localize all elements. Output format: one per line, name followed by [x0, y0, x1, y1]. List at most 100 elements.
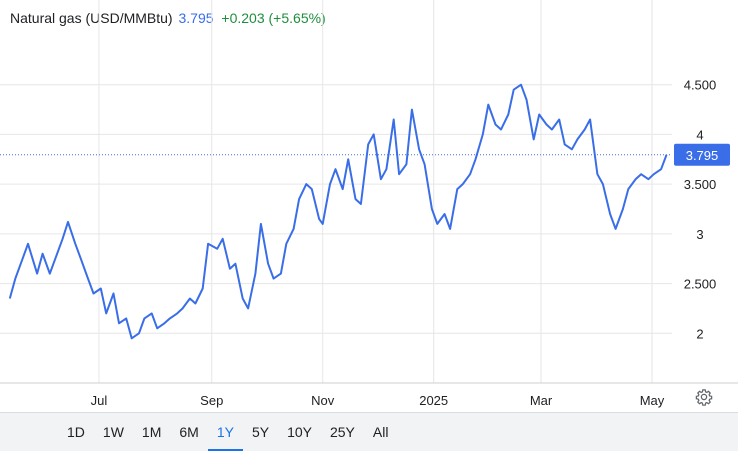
data-point[interactable]: [61, 237, 65, 241]
data-point[interactable]: [468, 172, 472, 176]
data-point[interactable]: [99, 287, 103, 291]
range-option-5y[interactable]: 5Y: [251, 424, 270, 440]
data-point[interactable]: [366, 142, 370, 146]
data-point[interactable]: [341, 187, 345, 191]
data-point[interactable]: [621, 207, 625, 211]
data-point[interactable]: [73, 242, 77, 246]
data-point[interactable]: [639, 172, 643, 176]
data-point[interactable]: [259, 222, 263, 226]
data-point[interactable]: [575, 137, 579, 141]
data-point[interactable]: [221, 237, 225, 241]
data-point[interactable]: [155, 326, 159, 330]
data-point[interactable]: [8, 296, 12, 300]
data-point[interactable]: [112, 292, 116, 296]
data-point[interactable]: [608, 212, 612, 216]
range-option-1y[interactable]: 1Y: [207, 413, 243, 451]
data-point[interactable]: [448, 227, 452, 231]
data-point[interactable]: [614, 227, 618, 231]
data-point[interactable]: [474, 157, 478, 161]
data-point[interactable]: [272, 277, 276, 281]
data-point[interactable]: [595, 172, 599, 176]
data-point[interactable]: [48, 272, 52, 276]
data-point[interactable]: [359, 202, 363, 206]
data-point[interactable]: [519, 83, 523, 87]
data-point[interactable]: [481, 132, 485, 136]
range-option-all[interactable]: All: [372, 424, 389, 440]
data-point[interactable]: [588, 118, 592, 122]
data-point[interactable]: [410, 108, 414, 112]
data-point[interactable]: [646, 177, 650, 181]
data-point[interactable]: [506, 113, 510, 117]
data-point[interactable]: [86, 277, 90, 281]
data-point[interactable]: [544, 122, 548, 126]
data-point[interactable]: [430, 207, 434, 211]
data-point[interactable]: [333, 167, 337, 171]
data-point[interactable]: [557, 118, 561, 122]
data-point[interactable]: [652, 172, 656, 176]
data-point[interactable]: [241, 296, 245, 300]
data-point[interactable]: [353, 197, 357, 201]
data-point[interactable]: [455, 187, 459, 191]
data-point[interactable]: [41, 252, 45, 256]
data-point[interactable]: [321, 222, 325, 226]
data-point[interactable]: [117, 321, 121, 325]
data-point[interactable]: [35, 272, 39, 276]
data-point[interactable]: [233, 262, 237, 266]
data-point[interactable]: [583, 127, 587, 131]
data-point[interactable]: [346, 157, 350, 161]
data-point[interactable]: [292, 227, 296, 231]
data-point[interactable]: [310, 187, 314, 191]
data-point[interactable]: [634, 177, 638, 181]
data-point[interactable]: [423, 162, 427, 166]
data-point[interactable]: [499, 127, 503, 131]
data-point[interactable]: [279, 272, 283, 276]
data-point[interactable]: [563, 142, 567, 146]
range-option-1m[interactable]: 1M: [141, 424, 162, 440]
data-point[interactable]: [26, 242, 30, 246]
data-point[interactable]: [443, 212, 447, 216]
data-point[interactable]: [162, 321, 166, 325]
data-point[interactable]: [253, 272, 257, 276]
data-point[interactable]: [317, 217, 321, 221]
data-point[interactable]: [284, 242, 288, 246]
data-point[interactable]: [524, 98, 528, 102]
gear-icon[interactable]: [695, 388, 713, 406]
data-point[interactable]: [206, 242, 210, 246]
data-point[interactable]: [215, 247, 219, 251]
data-point[interactable]: [435, 222, 439, 226]
data-point[interactable]: [175, 311, 179, 315]
data-point[interactable]: [142, 316, 146, 320]
data-point[interactable]: [266, 262, 270, 266]
data-point[interactable]: [397, 172, 401, 176]
range-option-25y[interactable]: 25Y: [329, 424, 355, 440]
data-point[interactable]: [417, 147, 421, 151]
data-point[interactable]: [137, 331, 141, 335]
data-point[interactable]: [104, 311, 108, 315]
data-point[interactable]: [66, 220, 70, 224]
data-point[interactable]: [494, 122, 498, 126]
data-point[interactable]: [461, 182, 465, 186]
range-option-1w[interactable]: 1W: [102, 424, 124, 440]
data-point[interactable]: [379, 177, 383, 181]
data-point[interactable]: [486, 103, 490, 107]
data-point[interactable]: [626, 187, 630, 191]
data-point[interactable]: [659, 167, 663, 171]
data-point[interactable]: [79, 257, 83, 261]
data-point[interactable]: [532, 137, 536, 141]
data-point[interactable]: [53, 257, 57, 261]
data-point[interactable]: [304, 182, 308, 186]
data-point[interactable]: [92, 292, 96, 296]
data-point[interactable]: [124, 316, 128, 320]
data-point[interactable]: [384, 167, 388, 171]
data-point[interactable]: [297, 197, 301, 201]
data-point[interactable]: [21, 257, 25, 261]
data-point[interactable]: [601, 182, 605, 186]
data-point[interactable]: [372, 132, 376, 136]
data-point[interactable]: [168, 316, 172, 320]
data-point[interactable]: [228, 267, 232, 271]
data-point[interactable]: [201, 287, 205, 291]
data-point[interactable]: [550, 127, 554, 131]
price-plot[interactable]: 2 2.500 3 3.500 4 4.500 Jul Sep Nov 2025 Mar May 3.7…: [0, 0, 738, 412]
range-option-6m[interactable]: 6M: [179, 424, 199, 440]
data-point[interactable]: [13, 277, 17, 281]
